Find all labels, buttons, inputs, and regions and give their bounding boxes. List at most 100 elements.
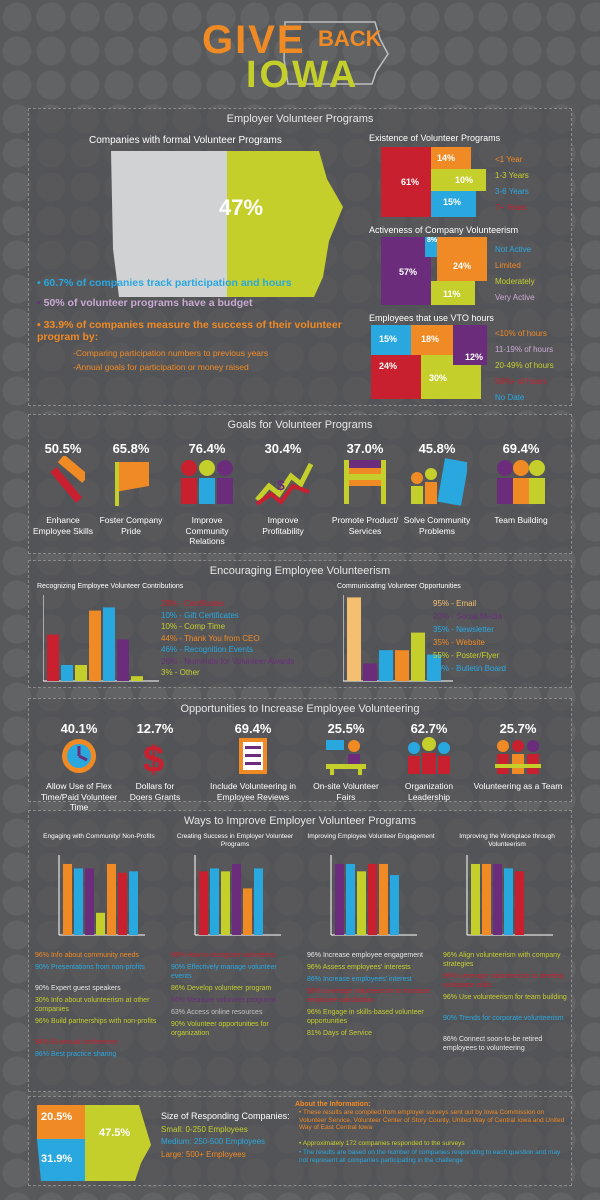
- opportunity-pct: 25.7%: [499, 721, 537, 736]
- existence-legend-3: 3-6 Years: [495, 187, 529, 196]
- bar-1: [363, 663, 377, 681]
- map-title: Companies with formal Volunteer Programs: [89, 135, 282, 146]
- booth-icon: [326, 740, 366, 775]
- opportunity-label: On-site Volunteer Fairs: [313, 781, 379, 802]
- bar-3: [232, 863, 241, 935]
- clock-icon: [62, 739, 96, 773]
- section-ways-improve: Ways to Improve Employer Volunteer Progr…: [28, 810, 572, 1092]
- about-item-2-text: Approximately 172 companies responded to…: [302, 1140, 465, 1147]
- goal-pct: 30.4%: [264, 441, 302, 456]
- bar-1: [482, 863, 491, 935]
- section-about: 20.5% 47.5% 31.9% Size of Responding Com…: [28, 1096, 572, 1186]
- bullet-measure-text: 33.9% of companies measure the success o…: [37, 319, 342, 343]
- opportunity-label: Organization Leadership: [404, 781, 454, 802]
- ways-list-item: 96% Leverage volunteerism to develop wor…: [443, 973, 565, 989]
- activeness-legend-4: Very Active: [495, 293, 535, 302]
- hammer-wrench-icon: [50, 454, 89, 503]
- ways-list-item: 86% Connect soon-to-be retired employees…: [443, 1036, 543, 1052]
- existence-label-10: 10%: [455, 175, 474, 185]
- existence-label-14: 14%: [437, 153, 456, 163]
- svg-text:$: $: [143, 739, 164, 776]
- goal-pct: 50.5%: [44, 441, 82, 456]
- goal-promote-product: 37.0% Promote Product/ Services: [329, 441, 401, 536]
- communicating-title: Communicating Volunteer Opportunities: [337, 583, 461, 590]
- existence-label-15: 15%: [443, 197, 462, 207]
- section-goals: Goals for Volunteer Programs 50.5% Enhan…: [28, 414, 572, 554]
- ways-list-item: 96% Use volunteerism for team building: [443, 994, 567, 1001]
- vto-legend-1: <10% of hours: [495, 329, 547, 338]
- bar-1: [74, 868, 83, 935]
- growth-chart-icon: $: [255, 462, 314, 506]
- goal-pct: 45.8%: [418, 441, 456, 456]
- communicating-bar-chart: [343, 595, 453, 682]
- opportunity-team: 25.7% Volunteering as a Team: [473, 721, 563, 792]
- goal-label: Solve Community Problems: [403, 515, 471, 536]
- vto-legend-5: No Date: [495, 393, 525, 402]
- ways-list-item: 63% Access online resources: [171, 1009, 263, 1016]
- banner-icon: [344, 460, 386, 504]
- team-volunteer-icon: [495, 740, 541, 774]
- bar-3: [96, 912, 105, 935]
- bar-5: [427, 654, 441, 681]
- goal-team-building: 69.4% Team Building: [485, 441, 557, 526]
- goal-label: Foster Company Pride: [99, 515, 163, 536]
- svg-text:$: $: [277, 477, 285, 493]
- bar-5: [254, 868, 263, 935]
- size-large-pct: 47.5%: [99, 1127, 131, 1139]
- building-people-icon: [411, 458, 469, 506]
- bar-6: [131, 676, 143, 681]
- existence-legend-1: <1 Year: [495, 155, 523, 164]
- ways-list-item: 90% Trends for corporate volunteerism: [443, 1015, 564, 1022]
- sub-bullet-compare: -Comparing participation numbers to prev…: [73, 348, 269, 358]
- section-title: Opportunities to Increase Employee Volun…: [180, 703, 420, 715]
- ways-column-title: Improving Employee Volunteer Engagement: [307, 833, 435, 840]
- bar-1: [346, 863, 355, 935]
- about-item-1-text: These results are compiled from employer…: [299, 1109, 565, 1131]
- about-item-2: • Approximately 172 companies responded …: [299, 1140, 465, 1147]
- legend-item: 20% - Social Media: [433, 612, 502, 621]
- section-title: Employer Volunteer Programs: [226, 113, 374, 125]
- legend-item: 55% - Poster/Flyer: [433, 651, 500, 660]
- about-title: About the Information:: [295, 1101, 371, 1108]
- size-small-pct: 20.5%: [41, 1111, 73, 1123]
- ways-list-item: 96% Leverage volunteerism to increase em…: [307, 988, 430, 1004]
- bar-6: [129, 871, 138, 935]
- ways-list-item: 30% Info about volunteerism at other com…: [35, 997, 150, 1013]
- activeness-label-8: 8%: [427, 237, 438, 244]
- goal-label: Promote Product/ Services: [331, 515, 399, 536]
- existence-title: Existence of Volunteer Programs: [369, 133, 501, 143]
- header-give: GIVE: [202, 18, 306, 62]
- bullet-budget-text: 50% of volunteer programs have a budget: [43, 297, 253, 309]
- opportunity-label: Allow Use of Flex Time/Paid Volunteer Ti…: [40, 781, 118, 812]
- opportunity-pct: 40.1%: [60, 721, 98, 736]
- ways-list-item: 96% Align volunteerism with company stra…: [443, 952, 561, 968]
- bar-2: [75, 665, 87, 681]
- section-title: Goals for Volunteer Programs: [227, 419, 373, 431]
- legend-item: 10% - Comp Time: [161, 622, 226, 631]
- activeness-legend-3: Moderately: [495, 277, 535, 286]
- vto-label-24: 24%: [379, 361, 398, 371]
- opportunity-dollars: 12.7% $ Dollars for Doers Grants: [125, 721, 185, 802]
- ways-bar-chart: [194, 855, 281, 936]
- opportunity-pct: 69.4%: [234, 721, 272, 736]
- goal-enhance-skills: 50.5% Enhance Employee Skills: [27, 441, 99, 536]
- goal-pct: 76.4%: [188, 441, 226, 456]
- pennant-icon: [115, 462, 149, 506]
- bar-5: [118, 872, 127, 935]
- activeness-label-24: 24%: [453, 261, 472, 271]
- map-percent: 47%: [219, 195, 264, 220]
- ways-list-item: 86% Increase employees' interest: [307, 976, 412, 983]
- ways-list-item: 96% Measure volunteer programs: [171, 997, 277, 1004]
- bar-3: [89, 610, 101, 681]
- goal-label: Team Building: [494, 515, 548, 525]
- section-title: Encouraging Employee Volunteerism: [209, 565, 391, 577]
- bar-2: [357, 871, 366, 935]
- existence-legend-4: 7+ Years: [495, 203, 527, 212]
- goal-profitability: 30.4% $ Improve Profitability: [247, 441, 319, 536]
- activeness-label-57: 57%: [399, 267, 418, 277]
- legend-item: 29% - Certificates: [161, 599, 225, 608]
- bar-2: [379, 650, 393, 681]
- bar-3: [368, 863, 377, 935]
- bar-5: [117, 639, 129, 681]
- bar-0: [471, 863, 480, 935]
